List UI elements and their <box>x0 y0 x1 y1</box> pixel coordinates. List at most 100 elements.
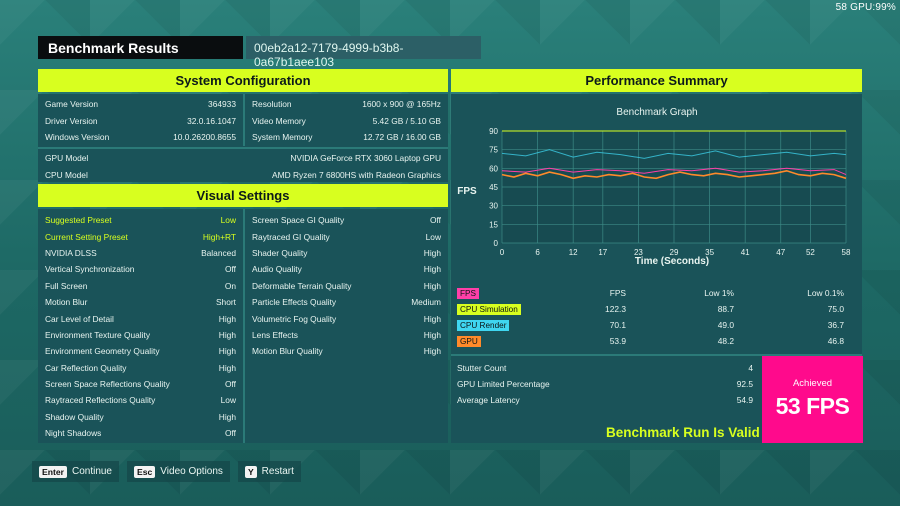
series-line-fps <box>501 167 847 176</box>
hardware-label: GPU Model <box>45 153 89 164</box>
header-fps: FPS <box>609 288 626 298</box>
stat-value: 92.5 <box>736 379 753 389</box>
achieved-value: 53 FPS <box>775 393 850 419</box>
x-tick-label: 58 <box>842 248 851 257</box>
y-tick-label: 45 <box>489 183 498 192</box>
table-cell: 88.7 <box>717 304 734 314</box>
performance-summary-heading: Performance Summary <box>451 69 862 92</box>
chart-grid <box>501 130 847 244</box>
stat-row: Average Latency 54.9 <box>457 392 753 408</box>
visual-setting-row: Deformable Terrain Quality High <box>245 278 448 294</box>
visual-setting-value: Off <box>224 428 236 439</box>
table-row: CPU Simulation 122.3 88.7 75.0 <box>457 301 856 317</box>
visual-setting-value: Off <box>224 264 236 275</box>
table-cell: 49.0 <box>717 320 734 330</box>
hardware-label: CPU Model <box>45 169 88 180</box>
visual-setting-value: Medium <box>411 297 441 308</box>
system-config-label: Windows Version <box>45 131 110 142</box>
visual-setting-row: Raytraced GI Quality Low <box>245 228 448 244</box>
visual-setting-row: Vertical Synchronization Off <box>38 261 243 277</box>
hardware-value: AMD Ryzen 7 6800HS with Radeon Graphics <box>272 169 441 180</box>
visual-setting-value: Off <box>224 379 236 390</box>
table-cell: 122.3 <box>605 304 626 314</box>
x-tick-label: 17 <box>598 248 607 257</box>
system-config-panel: Game Version 364933 Driver Version 32.0.16.… <box>38 94 448 182</box>
y-tick-label: 15 <box>489 220 498 229</box>
visual-setting-row: Environment Texture Quality High <box>38 327 243 343</box>
footer-hint-continue[interactable]: Enter Continue <box>32 461 119 482</box>
system-config-value: 5.42 GB / 5.10 GB <box>372 115 441 126</box>
visual-setting-label: Motion Blur <box>45 297 88 308</box>
key-badge: Enter <box>39 465 67 478</box>
system-config-value: 10.0.26200.8655 <box>173 131 236 142</box>
visual-setting-row: Volumetric Fog Quality High <box>245 310 448 326</box>
x-tick-label: 23 <box>634 248 643 257</box>
visual-setting-label: Screen Space Reflections Quality <box>45 379 170 390</box>
system-config-row: Driver Version 32.0.16.1047 <box>38 112 243 128</box>
system-config-row: Video Memory 5.42 GB / 5.10 GB <box>245 112 448 128</box>
visual-setting-row: Particle Effects Quality Medium <box>245 294 448 310</box>
x-tick-label: 47 <box>776 248 785 257</box>
run-id: 00eb2a12-7179-4999-b3b8-0a67b1aee103 <box>246 36 481 69</box>
header-low-01: Low 0.1% <box>807 288 844 298</box>
system-config-value: 364933 <box>208 99 236 110</box>
system-config-row: System Memory 12.72 GB / 16.00 GB <box>245 129 448 145</box>
visual-settings-panel: Suggested Preset Low Current Setting Prese… <box>38 209 448 443</box>
y-tick-label: 60 <box>489 164 498 173</box>
hint-label: Video Options <box>160 466 223 477</box>
visual-setting-value: High <box>423 329 441 340</box>
visual-setting-row: Shader Quality High <box>245 245 448 261</box>
system-config-hardware: GPU Model NVIDIA GeForce RTX 3060 Laptop … <box>38 150 448 183</box>
visual-setting-row: Shadow Quality High <box>38 409 243 425</box>
visual-setting-row: Raytraced Reflections Quality Low <box>38 392 243 408</box>
series-line-gpu <box>501 169 847 180</box>
visual-setting-label: Night Shadows <box>45 428 102 439</box>
hardware-value: NVIDIA GeForce RTX 3060 Laptop GPU <box>290 153 441 164</box>
visual-setting-row: Current Setting Preset High+RT <box>38 228 243 244</box>
visual-setting-row: Audio Quality High <box>245 261 448 277</box>
series-tag: GPU <box>457 335 481 347</box>
visual-settings-left: Suggested Preset Low Current Setting Prese… <box>38 212 243 441</box>
system-config-heading: System Configuration <box>38 69 448 92</box>
visual-setting-label: Motion Blur Quality <box>252 346 323 357</box>
visual-setting-row: Full Screen On <box>38 278 243 294</box>
key-badge: Y <box>244 465 257 478</box>
chart-title: Benchmark Graph <box>616 107 697 118</box>
visual-setting-value: High <box>218 411 236 422</box>
divider <box>451 354 862 356</box>
visual-setting-row: Environment Geometry Quality High <box>38 343 243 359</box>
visual-setting-row: Suggested Preset Low <box>38 212 243 228</box>
x-tick-label: 35 <box>705 248 714 257</box>
visual-setting-value: High <box>423 247 441 258</box>
series-tag: CPU Simulation <box>457 303 521 315</box>
visual-setting-label: Suggested Preset <box>45 215 112 226</box>
visual-setting-label: Current Setting Preset <box>45 231 128 242</box>
stat-value: 4 <box>748 363 753 373</box>
footer-hints: Enter Continue Esc Video Options Y Restart <box>32 461 301 482</box>
x-tick-label: 52 <box>806 248 815 257</box>
visual-setting-row: NVIDIA DLSS Balanced <box>38 245 243 261</box>
footer-hint-video-options[interactable]: Esc Video Options <box>127 461 230 482</box>
visual-setting-value: On <box>224 280 236 291</box>
achieved-label: Achieved <box>792 378 833 389</box>
visual-setting-label: Environment Geometry Quality <box>45 346 160 357</box>
hardware-row: GPU Model NVIDIA GeForce RTX 3060 Laptop … <box>38 150 448 166</box>
table-cell: 70.1 <box>609 320 626 330</box>
table-cell: 48.2 <box>717 336 734 346</box>
visual-setting-value: High <box>218 346 236 357</box>
footer-hint-restart[interactable]: Y Restart <box>237 461 301 482</box>
visual-setting-value: High <box>423 346 441 357</box>
visual-setting-label: Environment Texture Quality <box>45 329 151 340</box>
stat-row: GPU Limited Percentage 92.5 <box>457 376 753 392</box>
visual-setting-label: Full Screen <box>45 280 88 291</box>
visual-setting-label: Car Level of Detail <box>45 313 114 324</box>
system-config-value: 1600 x 900 @ 165Hz <box>362 99 441 110</box>
x-tick-label: 12 <box>569 248 578 257</box>
system-config-row: Resolution 1600 x 900 @ 165Hz <box>245 96 448 112</box>
visual-setting-label: Lens Effects <box>252 329 298 340</box>
performance-table: FPS FPS Low 1% Low 0.1% CPU Simulation 12… <box>457 285 856 349</box>
divider <box>243 94 245 146</box>
visual-setting-label: Screen Space GI Quality <box>252 215 345 226</box>
table-row: GPU 53.9 48.2 46.8 <box>457 333 856 349</box>
visual-setting-value: High <box>423 280 441 291</box>
